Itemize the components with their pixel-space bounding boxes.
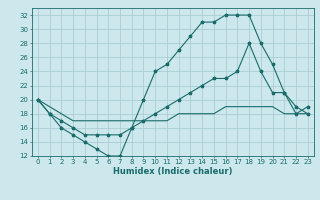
X-axis label: Humidex (Indice chaleur): Humidex (Indice chaleur) [113,167,233,176]
